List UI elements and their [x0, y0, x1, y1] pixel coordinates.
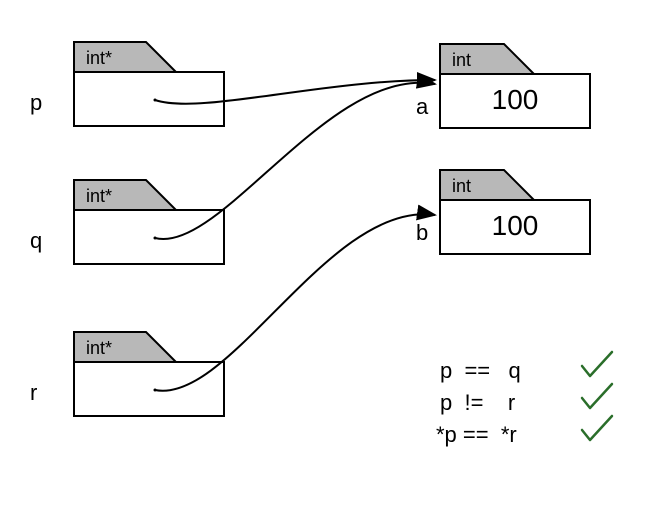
value-b: 100 — [440, 210, 590, 242]
type-label-b: int — [452, 176, 471, 197]
type-label-r: int* — [86, 338, 112, 359]
label-r: r — [30, 380, 37, 406]
label-q: q — [30, 228, 42, 254]
type-label-p: int* — [86, 48, 112, 69]
expr-dp-eq-dr: *p == *r — [436, 422, 517, 448]
shapes-layer — [0, 0, 656, 510]
label-a: a — [416, 94, 428, 120]
type-label-a: int — [452, 50, 471, 71]
expr-p-neq-r: p != r — [440, 390, 515, 416]
expr-p-eq-q: p == q — [440, 358, 521, 384]
label-b: b — [416, 220, 428, 246]
value-a: 100 — [440, 84, 590, 116]
diagram-canvas: p q r a b int* int* int* int int 100 100… — [0, 0, 656, 510]
label-p: p — [30, 90, 42, 116]
type-label-q: int* — [86, 186, 112, 207]
